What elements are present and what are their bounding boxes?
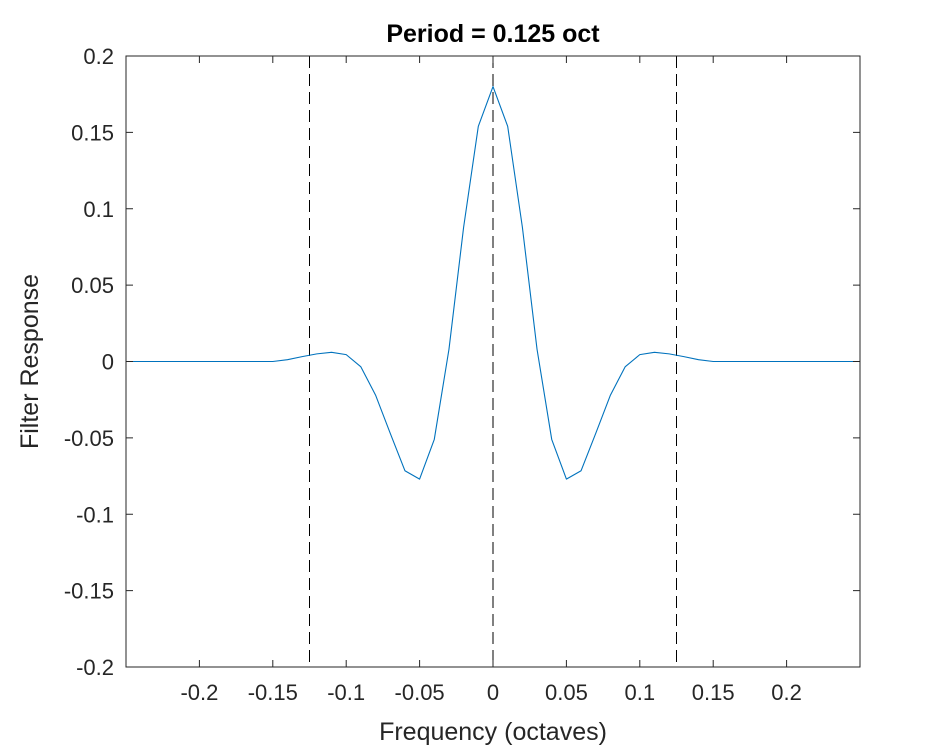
x-tick-label: 0.2 [771, 680, 802, 705]
chart-title: Period = 0.125 oct [386, 20, 600, 48]
y-tick-label: 0.1 [83, 197, 114, 222]
reference-lines [309, 56, 677, 667]
y-tick-label: 0.15 [71, 120, 114, 145]
series-line-0 [126, 86, 860, 480]
y-tick-label: -0.05 [64, 426, 114, 451]
x-tick-label: 0.05 [545, 680, 588, 705]
y-tick-label: 0.2 [83, 44, 114, 69]
x-tick-label: -0.15 [248, 680, 298, 705]
x-tick-label: 0 [487, 680, 499, 705]
y-tick-label: -0.15 [64, 579, 114, 604]
series-layer [126, 86, 860, 480]
y-tick-label: 0.05 [71, 273, 114, 298]
x-tick-label: 0.1 [625, 680, 656, 705]
y-axis-ticks: -0.2 -0.15 -0.1 -0.05 0 0.05 0.1 0.15 0.2 [64, 44, 860, 680]
x-axis-ticks: -0.2 -0.15 -0.1 -0.05 0 0.05 0.1 0.15 0.2 [180, 56, 802, 705]
x-tick-label: -0.2 [180, 680, 218, 705]
x-tick-label: 0.15 [692, 680, 735, 705]
y-tick-label: -0.2 [76, 655, 114, 680]
x-tick-label: -0.1 [327, 680, 365, 705]
y-tick-label: 0 [102, 350, 114, 375]
y-axis-label: Filter Response [16, 274, 44, 449]
y-tick-label: -0.1 [76, 502, 114, 527]
x-axis-label: Frequency (octaves) [379, 718, 607, 746]
x-tick-label: -0.05 [395, 680, 445, 705]
